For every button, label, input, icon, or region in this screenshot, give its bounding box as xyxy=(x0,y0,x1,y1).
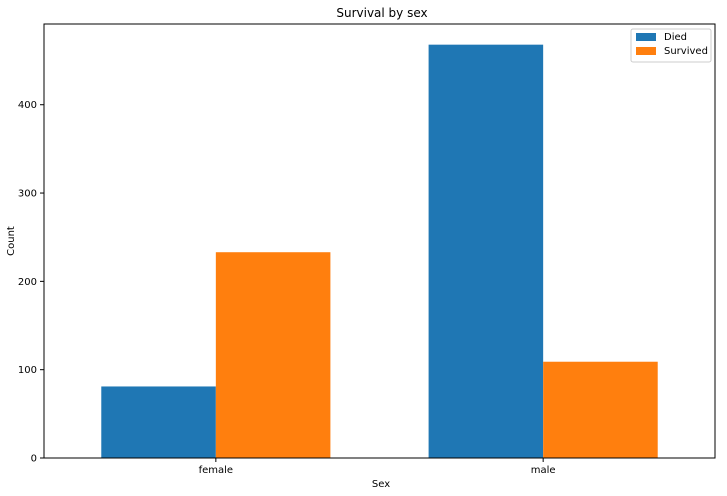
bar-died-female xyxy=(101,386,216,458)
x-axis-label: Sex xyxy=(372,479,390,490)
y-axis-label: Count xyxy=(6,226,17,256)
y-tick-label: 100 xyxy=(18,365,37,376)
legend-swatch-died xyxy=(636,33,656,41)
y-tick-label: 200 xyxy=(18,277,37,288)
y-axis: 0 100 200 300 400 xyxy=(18,100,44,465)
legend-label-died: Died xyxy=(664,32,687,43)
y-tick-label: 400 xyxy=(18,100,37,111)
x-tick-label-male: male xyxy=(531,465,556,476)
bar-survived-female xyxy=(215,252,331,458)
legend-label-survived: Survived xyxy=(664,46,708,57)
x-axis: female male xyxy=(199,458,556,476)
plot-frame xyxy=(43,23,716,459)
y-tick-label: 300 xyxy=(18,189,37,200)
legend-swatch-survived xyxy=(636,47,656,55)
bar-survived-male xyxy=(543,361,658,458)
x-tick-label-female: female xyxy=(199,465,233,476)
y-tick-label: 0 xyxy=(31,454,37,465)
chart-title: Survival by sex xyxy=(336,6,427,20)
legend: Died Survived xyxy=(630,28,712,63)
bar-died-male xyxy=(428,44,544,459)
bars-layer xyxy=(101,44,658,459)
